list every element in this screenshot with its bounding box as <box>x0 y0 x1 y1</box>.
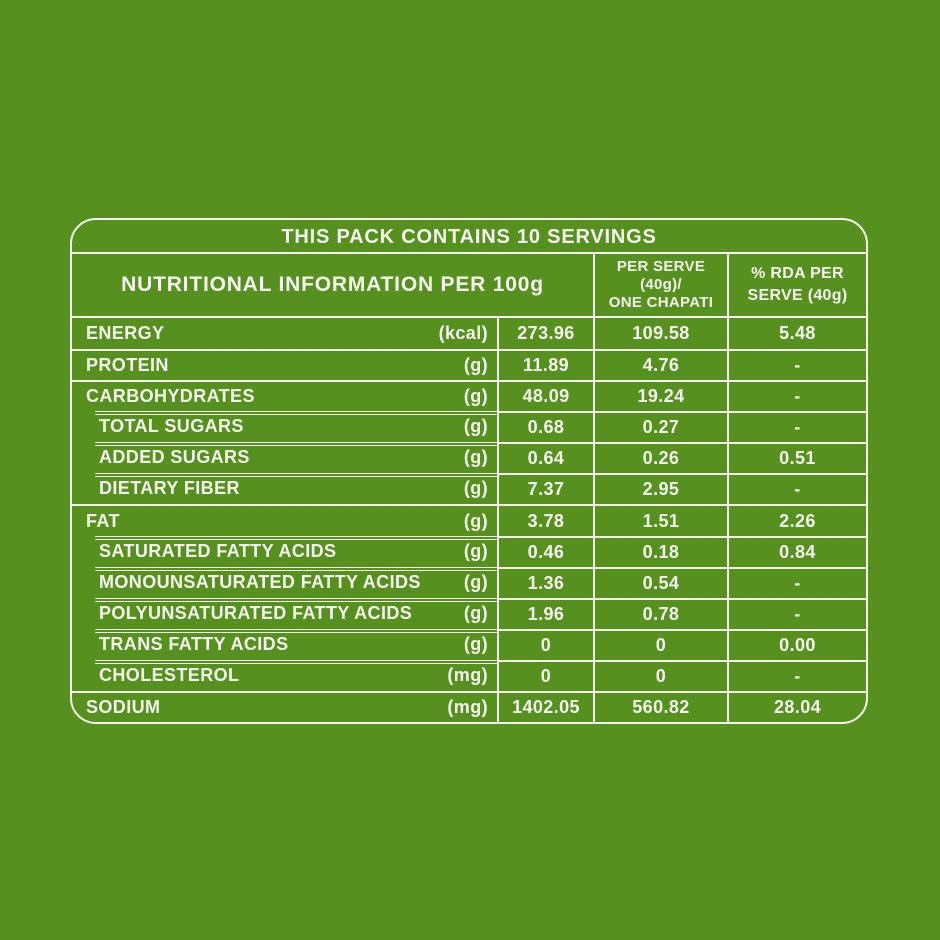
nutrient-name: CARBOHYDRATES <box>86 386 255 407</box>
nutrient-name: PROTEIN <box>86 355 169 376</box>
nutrient-name: SATURATED FATTY ACIDS <box>99 540 337 561</box>
value-rda-per-serve: - <box>727 473 866 505</box>
value-rda-per-serve: 28.04 <box>727 690 866 722</box>
value-rda-per-serve: - <box>727 566 866 598</box>
table-column-header-row: NUTRITIONAL INFORMATION PER 100g PER SER… <box>72 254 866 318</box>
value-per-100g: 3.78 <box>497 504 593 536</box>
column-header-per-serve: PER SERVE (40g)/ ONE CHAPATI <box>593 254 727 316</box>
nutrient-label-cell: SODIUM (mg) <box>72 690 497 722</box>
nutrient-unit: (g) <box>463 416 488 437</box>
nutrient-name: POLYUNSATURATED FATTY ACIDS <box>99 602 413 623</box>
value-per-serve: 0.26 <box>593 442 727 474</box>
nutrition-table-panel: THIS PACK CONTAINS 10 SERVINGS NUTRITION… <box>70 218 868 724</box>
nutrient-name: DIETARY FIBER <box>99 478 240 499</box>
nutrient-unit: (g) <box>463 602 488 623</box>
value-per-serve: 0.27 <box>593 411 727 443</box>
value-per-serve: 109.58 <box>593 318 727 350</box>
value-per-serve: 560.82 <box>593 690 727 722</box>
nutrient-unit: (g) <box>463 633 488 654</box>
table-row: TOTAL SUGARS (g) 0.68 0.27 - <box>72 411 866 443</box>
table-row: PROTEIN (g) 11.89 4.76 - <box>72 349 866 381</box>
value-rda-per-serve: 0.00 <box>727 628 866 660</box>
table-row: MONOUNSATURATED FATTY ACIDS (g) 1.36 0.5… <box>72 566 866 598</box>
value-rda-per-serve: - <box>727 597 866 629</box>
nutrient-name: ADDED SUGARS <box>99 447 250 468</box>
value-per-serve: 0.54 <box>593 566 727 598</box>
value-rda-per-serve: - <box>727 349 866 381</box>
value-per-serve: 2.95 <box>593 473 727 505</box>
table-row: TRANS FATTY ACIDS (g) 0 0 0.00 <box>72 628 866 660</box>
nutrient-label-cell: ADDED SUGARS (g) <box>72 442 497 473</box>
table-row: SATURATED FATTY ACIDS (g) 0.46 0.18 0.84 <box>72 535 866 567</box>
table-row: FAT (g) 3.78 1.51 2.26 <box>72 504 866 536</box>
table-row: CHOLESTEROL (mg) 0 0 - <box>72 659 866 691</box>
nutrient-label-cell: ENERGY (kcal) <box>72 318 497 349</box>
value-rda-per-serve: - <box>727 659 866 691</box>
nutrient-name: SODIUM <box>86 696 161 717</box>
column-header-nutritional-info-per-100g: NUTRITIONAL INFORMATION PER 100g <box>121 273 544 296</box>
value-rda-per-serve: 2.26 <box>727 504 866 536</box>
value-rda-per-serve: 0.51 <box>727 442 866 474</box>
table-row: SODIUM (mg) 1402.05 560.82 28.04 <box>72 690 866 722</box>
nutrient-unit: (mg) <box>447 696 488 717</box>
nutrient-label-cell: CHOLESTEROL (mg) <box>72 659 497 691</box>
value-rda-per-serve: - <box>727 411 866 443</box>
value-per-100g: 0 <box>497 628 593 660</box>
nutrient-unit: (g) <box>463 386 488 407</box>
nutrient-unit: (g) <box>463 478 488 499</box>
nutrient-unit: (g) <box>463 355 488 376</box>
nutrient-label-cell: SATURATED FATTY ACIDS (g) <box>72 535 497 567</box>
value-per-100g: 0.46 <box>497 535 593 567</box>
nutrient-label-cell: PROTEIN (g) <box>72 349 497 380</box>
value-per-100g: 48.09 <box>497 380 593 412</box>
nutrient-unit: (g) <box>463 540 488 561</box>
value-per-serve: 1.51 <box>593 504 727 536</box>
column-header-rda-per-serve: % RDA PER SERVE (40g) <box>727 254 866 316</box>
value-per-100g: 273.96 <box>497 318 593 350</box>
nutrient-name: TOTAL SUGARS <box>99 416 244 437</box>
nutrient-name: TRANS FATTY ACIDS <box>99 633 289 654</box>
nutrient-unit: (g) <box>463 510 488 531</box>
table-row: DIETARY FIBER (g) 7.37 2.95 - <box>72 473 866 505</box>
nutrient-label-cell: POLYUNSATURATED FATTY ACIDS (g) <box>72 597 497 629</box>
value-per-100g: 1.96 <box>497 597 593 629</box>
value-per-serve: 19.24 <box>593 380 727 412</box>
value-per-100g: 11.89 <box>497 349 593 381</box>
value-per-serve: 0 <box>593 628 727 660</box>
nutrient-unit: (kcal) <box>438 323 488 344</box>
table-body: ENERGY (kcal) 273.96 109.58 5.48 PROTEIN… <box>72 318 866 722</box>
value-per-100g: 7.37 <box>497 473 593 505</box>
nutrient-label-cell: DIETARY FIBER (g) <box>72 473 497 504</box>
nutrient-label-cell: TOTAL SUGARS (g) <box>72 411 497 442</box>
value-per-100g: 1402.05 <box>497 690 593 722</box>
table-row: POLYUNSATURATED FATTY ACIDS (g) 1.96 0.7… <box>72 597 866 629</box>
table-row: ADDED SUGARS (g) 0.64 0.26 0.51 <box>72 442 866 474</box>
table-row: ENERGY (kcal) 273.96 109.58 5.48 <box>72 318 866 350</box>
nutrient-label-cell: FAT (g) <box>72 504 497 535</box>
value-per-serve: 0.78 <box>593 597 727 629</box>
nutrient-label-cell: MONOUNSATURATED FATTY ACIDS (g) <box>72 566 497 598</box>
value-per-100g: 0.64 <box>497 442 593 474</box>
nutrient-name: FAT <box>86 510 120 531</box>
value-per-100g: 0 <box>497 659 593 691</box>
nutrient-unit: (g) <box>463 447 488 468</box>
value-per-serve: 4.76 <box>593 349 727 381</box>
value-per-serve: 0 <box>593 659 727 691</box>
nutrient-name: MONOUNSATURATED FATTY ACIDS <box>99 571 421 592</box>
value-per-100g: 0.68 <box>497 411 593 443</box>
nutrient-label-cell: TRANS FATTY ACIDS (g) <box>72 628 497 660</box>
value-per-serve: 0.18 <box>593 535 727 567</box>
nutrient-label-cell: CARBOHYDRATES (g) <box>72 380 497 411</box>
nutrient-unit: (g) <box>463 571 488 592</box>
nutrient-unit: (mg) <box>447 664 488 685</box>
value-rda-per-serve: 0.84 <box>727 535 866 567</box>
pack-servings-header: THIS PACK CONTAINS 10 SERVINGS <box>72 220 866 254</box>
value-rda-per-serve: - <box>727 380 866 412</box>
nutrient-name: CHOLESTEROL <box>99 664 240 685</box>
nutrient-name: ENERGY <box>86 323 165 344</box>
value-rda-per-serve: 5.48 <box>727 318 866 350</box>
table-row: CARBOHYDRATES (g) 48.09 19.24 - <box>72 380 866 412</box>
value-per-100g: 1.36 <box>497 566 593 598</box>
